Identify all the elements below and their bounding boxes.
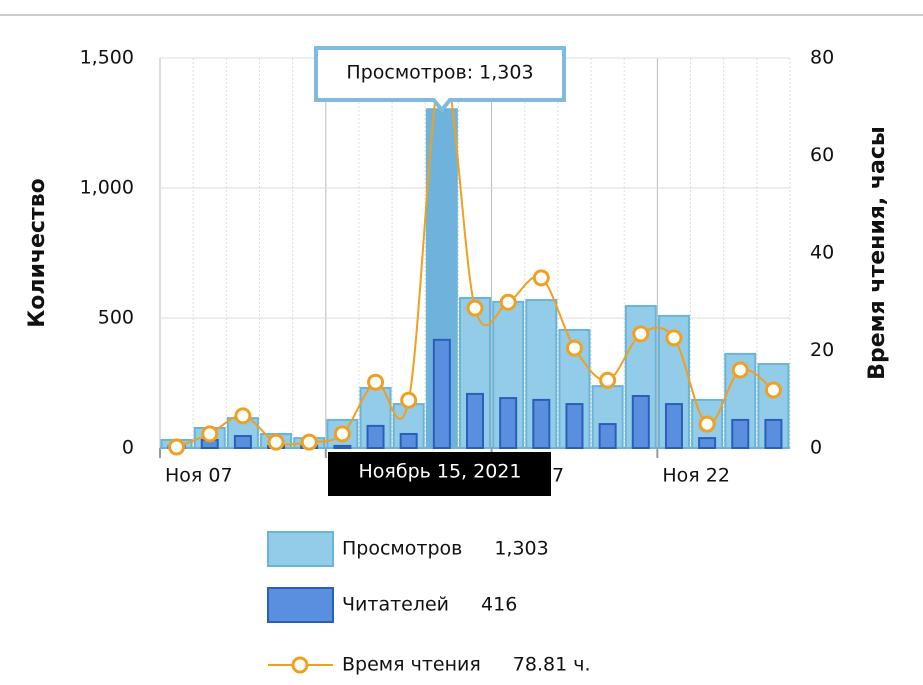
x-tick-label: Ноя 07 [165,465,233,487]
legend-value: 416 [481,594,517,616]
bar [399,432,418,449]
y2-tick-label: 40 [810,242,834,264]
legend-swatch [267,587,334,623]
bar [565,403,584,449]
bar [333,444,352,450]
x-tick-label: Ноя 22 [662,465,730,487]
legend-value: 1,303 [494,538,548,560]
bar [432,338,451,449]
line-point [234,407,252,425]
bar [698,437,717,449]
line-point [632,325,650,343]
tooltip-box [314,46,566,114]
line-point [499,293,517,311]
legend-value: 78.81 ч. [513,654,591,676]
line-point [665,329,683,347]
legend-label: Время чтения [342,654,481,676]
line-point [333,425,351,443]
line-point [698,415,716,433]
y-tick-label: 500 [98,307,134,329]
line-point [466,299,484,317]
line-point [168,438,186,456]
y2-tick-label: 20 [810,339,834,361]
line-point [532,269,550,287]
y2-tick-label: 60 [810,144,834,166]
line-point [565,339,583,357]
bar [764,418,783,450]
legend-label: Читателей [342,594,449,616]
line-point [731,361,749,379]
date-tooltip [328,452,551,496]
line-point [201,425,219,443]
line-point [267,433,285,451]
line-point [300,433,318,451]
y-tick-label: 0 [122,437,134,459]
date-tooltip-text: Ноябрь 15, 2021 [359,461,522,483]
y-tick-label: 1,500 [80,47,134,69]
tooltip-text: Просмотров: 1,303 [346,62,533,84]
bar [233,435,252,450]
y2-tick-label: 80 [810,47,834,69]
bar [731,418,750,450]
bar [598,423,617,449]
legend-swatch-point [291,656,309,674]
line-point [400,391,418,409]
y2-tick-label: 0 [810,437,822,459]
bar [631,395,650,449]
bar [532,398,551,449]
y-axis-label: Количество [25,178,50,327]
bar [499,397,518,449]
y2-axis-label: Время чтения, часы [865,126,890,380]
bar [466,392,484,450]
legend-label: Просмотров [342,538,462,560]
line-point [764,381,782,399]
line-point [367,373,385,391]
legend-swatch [267,531,334,567]
y-tick-label: 1,000 [80,177,134,199]
bar [664,403,683,449]
line-point [599,371,617,389]
bar [366,424,385,449]
